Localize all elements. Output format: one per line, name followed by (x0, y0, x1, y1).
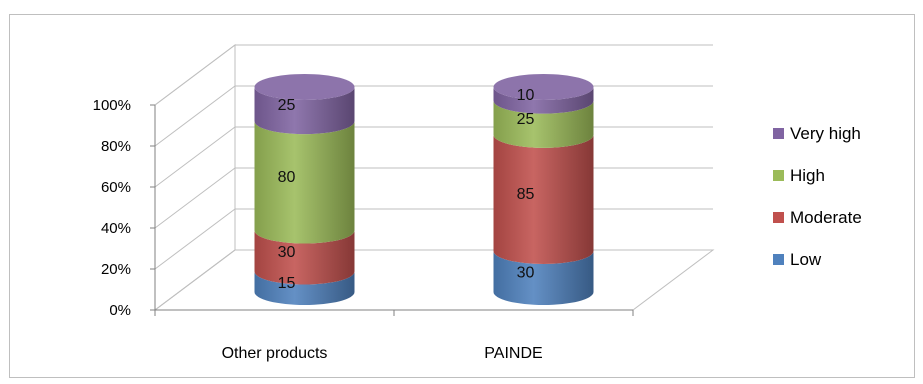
y-tick-label: 20% (101, 261, 131, 278)
legend-item-moderate: Moderate (773, 208, 862, 227)
bar-other-products-low (254, 271, 355, 306)
legend-swatch (773, 170, 784, 181)
x-axis: Other products PAINDE (154, 309, 634, 362)
data-labels: 15 30 80 25 30 85 25 10 (278, 87, 535, 292)
legend: Very high High Moderate Low (773, 124, 862, 269)
floor (153, 249, 715, 311)
data-label-painde-high: 25 (517, 111, 535, 128)
gridline-40pct (154, 167, 713, 229)
gridline-100pct (154, 44, 713, 106)
y-tick-label: 0% (109, 302, 131, 319)
y-tick-label: 40% (101, 220, 131, 237)
gridline-20pct (154, 208, 713, 270)
x-category-label: PAINDE (484, 345, 542, 362)
bars (254, 74, 594, 306)
gridlines (154, 44, 713, 311)
data-label-other-products-moderate: 30 (278, 244, 296, 261)
chart-frame (9, 14, 915, 378)
gridline-60pct (154, 126, 713, 188)
bar-top-painde (493, 74, 594, 100)
bar-painde-moderate (493, 134, 594, 264)
bar-other-products-high (254, 121, 355, 244)
bar-painde-very-high (493, 87, 594, 114)
data-label-other-products-low: 15 (278, 275, 296, 292)
legend-label: Very high (790, 124, 861, 143)
legend-swatch (773, 254, 784, 265)
x-category-label: Other products (222, 345, 328, 362)
bar-top-other-products (254, 74, 355, 100)
bar-group-other-products (254, 74, 355, 306)
legend-item-very-high: Very high (773, 124, 861, 143)
legend-item-high: High (773, 166, 825, 185)
data-label-other-products-high: 80 (278, 169, 296, 186)
legend-item-low: Low (773, 250, 822, 269)
y-tick-label: 100% (93, 97, 131, 114)
data-label-painde-very-high: 10 (517, 87, 535, 104)
y-axis: 0% 20% 40% 60% 80% 100% (93, 97, 156, 319)
bar-group-painde (493, 74, 594, 306)
legend-swatch (773, 212, 784, 223)
y-tick-label: 60% (101, 179, 131, 196)
chart-walls (153, 44, 715, 311)
gridline-80pct (154, 85, 713, 147)
bar-other-products-moderate (254, 230, 355, 285)
gridline-0pct (154, 249, 713, 311)
y-tick-label: 80% (101, 138, 131, 155)
legend-label: Moderate (790, 208, 862, 227)
legend-label: Low (790, 250, 822, 269)
bar-other-products-very-high (254, 87, 355, 135)
data-label-painde-moderate: 85 (517, 186, 535, 203)
bar-painde-low (493, 251, 594, 306)
legend-swatch (773, 128, 784, 139)
data-label-other-products-very-high: 25 (278, 97, 296, 114)
data-label-painde-low: 30 (517, 265, 535, 282)
legend-label: High (790, 166, 825, 185)
bar-painde-high (493, 100, 594, 148)
